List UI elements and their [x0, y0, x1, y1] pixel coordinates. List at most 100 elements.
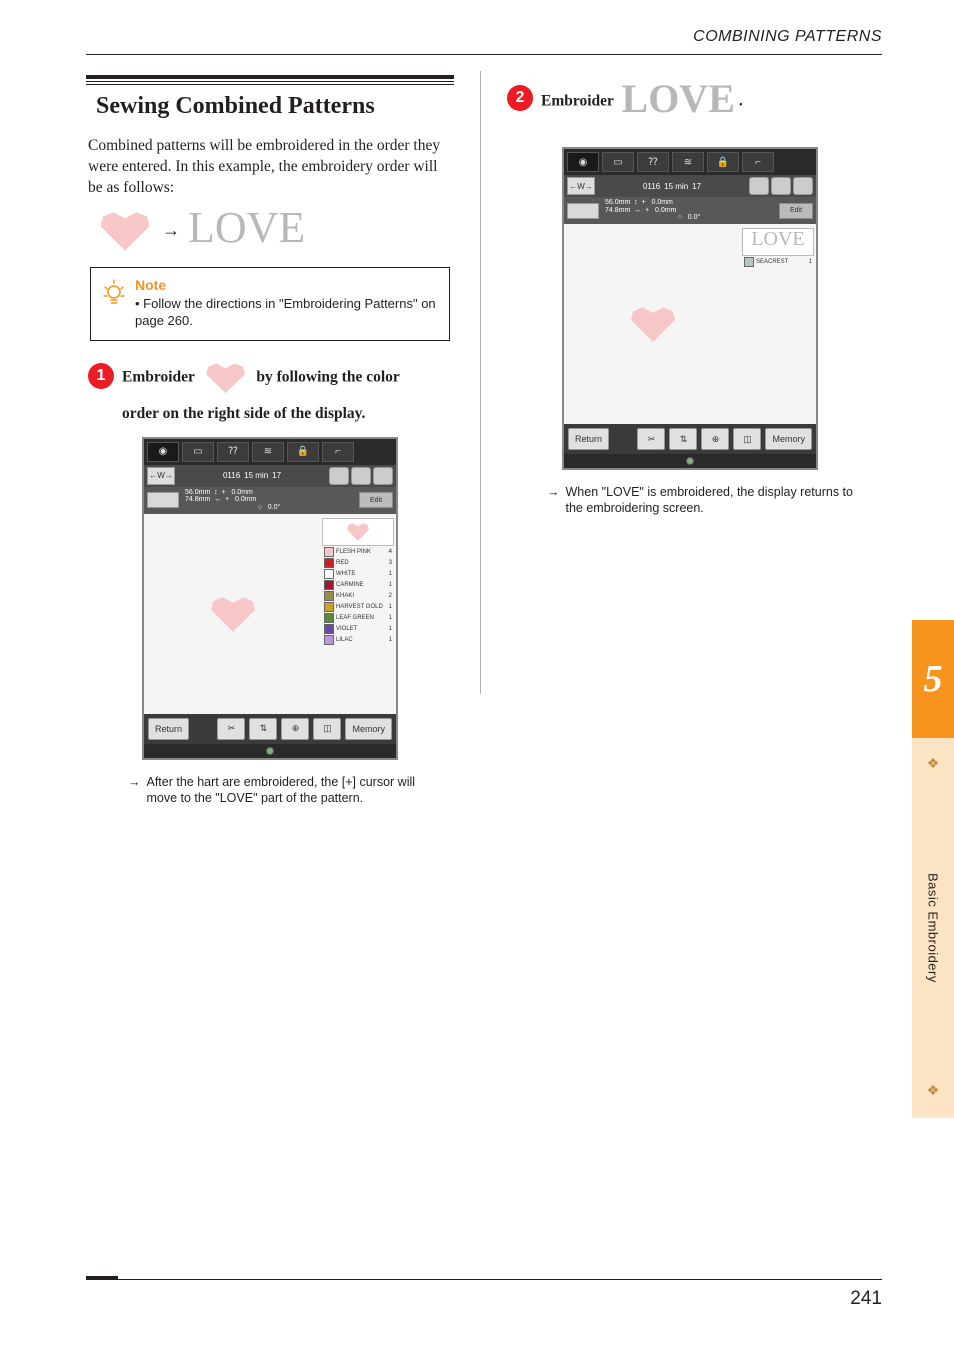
- cut-button[interactable]: ✂: [637, 428, 665, 450]
- cut-button[interactable]: ✂: [217, 718, 245, 740]
- memory-button[interactable]: Memory: [345, 718, 392, 740]
- lock-icon[interactable]: 🔒: [707, 152, 739, 172]
- step-1-line2: order on the right side of the display.: [122, 405, 454, 423]
- color-row[interactable]: HARVEST GOLD1: [322, 602, 394, 612]
- edit-button[interactable]: Edit: [779, 203, 813, 219]
- color-row[interactable]: RED3: [322, 558, 394, 568]
- step-1-badge: 1: [88, 363, 114, 389]
- plus-button[interactable]: ⊕: [701, 428, 729, 450]
- color-minutes: 1: [389, 626, 392, 632]
- width-button[interactable]: ←W→: [567, 177, 595, 195]
- lock-icon[interactable]: 🔒: [287, 442, 319, 462]
- thread-icon[interactable]: ≋: [252, 442, 284, 462]
- step-2: 2 Embroider LOVE.: [507, 83, 875, 121]
- color-row[interactable]: KHAKI2: [322, 591, 394, 601]
- return-button[interactable]: Return: [148, 718, 189, 740]
- color-row[interactable]: WHITE1: [322, 569, 394, 579]
- section-heading-block: Sewing Combined Patterns: [86, 75, 454, 130]
- opt-button-3[interactable]: [793, 177, 813, 195]
- opt-button-2[interactable]: [351, 467, 371, 485]
- color-row[interactable]: VIOLET1: [322, 624, 394, 634]
- note-body: Follow the directions in "Embroidering P…: [135, 296, 439, 330]
- arrow-icon: →: [128, 774, 141, 790]
- color-name: WHITE: [336, 571, 387, 577]
- needle-button[interactable]: ⇅: [249, 718, 277, 740]
- color-swatch: [324, 580, 334, 590]
- layout-button[interactable]: [567, 203, 599, 219]
- step-1-tail: by following the color: [256, 368, 399, 385]
- color-name: KHAKI: [336, 593, 387, 599]
- camera-icon[interactable]: ◉: [567, 152, 599, 172]
- thread-icon[interactable]: ≋: [672, 152, 704, 172]
- help-icon[interactable]: ⁇: [217, 442, 249, 462]
- color-minutes: 1: [809, 259, 812, 265]
- result-2: → When "LOVE" is embroidered, the displa…: [547, 484, 865, 517]
- step-1-lead: Embroider: [122, 368, 195, 385]
- color-name: LILAC: [336, 637, 387, 643]
- step-2-text: Embroider LOVE.: [541, 83, 743, 121]
- color-row[interactable]: FLESH PINK4: [322, 547, 394, 557]
- layout-button[interactable]: [147, 492, 179, 508]
- page-icon[interactable]: ▭: [182, 442, 214, 462]
- color-row[interactable]: SEACREST1: [742, 257, 814, 267]
- device1-bottom-bar: Return ✂ ⇅ ⊕ ◫ Memory: [144, 714, 396, 744]
- help-icon[interactable]: ⁇: [637, 152, 669, 172]
- frame-button[interactable]: ◫: [733, 428, 761, 450]
- color-name: LEAF GREEN: [336, 615, 387, 621]
- step-1-text: Embroider by following the color: [122, 361, 400, 395]
- note-content: Note Follow the directions in "Embroider…: [135, 276, 439, 330]
- opt-button-1[interactable]: [329, 467, 349, 485]
- color-minutes: 1: [389, 571, 392, 577]
- color-row[interactable]: LILAC1: [322, 635, 394, 645]
- deco-icon-top: ❖: [927, 756, 940, 773]
- chapter-label: Basic Embroidery: [926, 873, 941, 983]
- color-row[interactable]: LEAF GREEN1: [322, 613, 394, 623]
- content-columns: Sewing Combined Patterns Combined patter…: [0, 55, 954, 814]
- device2-topbar: ◉ ▭ ⁇ ≋ 🔒 ⌐: [564, 149, 816, 175]
- frame-button[interactable]: ◫: [313, 718, 341, 740]
- color-row[interactable]: CARMINE1: [322, 580, 394, 590]
- color-minutes: 1: [389, 637, 392, 643]
- device1-row3: 56.0mm ↕ + 0.0mm 74.8mm ↔ + 0.0mm ○ 0.0°…: [144, 487, 396, 514]
- opt-button-3[interactable]: [373, 467, 393, 485]
- device2-stats: 56.0mm ↕ + 0.0mm 74.8mm ↔ + 0.0mm ○ 0.0°: [605, 199, 773, 222]
- return-button[interactable]: Return: [568, 428, 609, 450]
- color-name: VIOLET: [336, 626, 387, 632]
- frame-indicator: 17: [692, 182, 701, 191]
- chapter-side-tab: 5 ❖ Basic Embroidery ❖: [912, 620, 954, 1118]
- foot-icon[interactable]: ⌐: [742, 152, 774, 172]
- color-swatch: [324, 547, 334, 557]
- opt-button-2[interactable]: [771, 177, 791, 195]
- heart-preview-icon: [627, 304, 679, 344]
- plus-button[interactable]: ⊕: [281, 718, 309, 740]
- chapter-label-block: ❖ Basic Embroidery ❖: [912, 738, 954, 1118]
- device1-canvas: FLESH PINK4RED3WHITE1CARMINE1KHAKI2HARVE…: [144, 514, 396, 714]
- color-minutes: 4: [389, 549, 392, 555]
- width-button[interactable]: ←W→: [147, 467, 175, 485]
- camera-icon[interactable]: ◉: [147, 442, 179, 462]
- opt-button-1[interactable]: [749, 177, 769, 195]
- page-icon[interactable]: ▭: [602, 152, 634, 172]
- right-column: 2 Embroider LOVE. ◉ ▭ ⁇ ≋ 🔒 ⌐ ←W→ 0116 1…: [481, 71, 875, 814]
- breadcrumb: COMBINING PATTERNS: [693, 28, 882, 45]
- device1-topbar: ◉ ▭ ⁇ ≋ 🔒 ⌐: [144, 439, 396, 465]
- love-thumb-icon: LOVE: [751, 231, 804, 253]
- memory-button[interactable]: Memory: [765, 428, 812, 450]
- color-name: HARVEST GOLD: [336, 604, 387, 610]
- device1-thumb: [322, 518, 394, 546]
- section-header: COMBINING PATTERNS: [0, 0, 954, 54]
- device2-colorlist: LOVE SEACREST1: [742, 224, 816, 424]
- home-dot-icon[interactable]: [686, 457, 694, 465]
- color-swatch: [324, 558, 334, 568]
- color-swatch: [324, 635, 334, 645]
- foot-icon[interactable]: ⌐: [322, 442, 354, 462]
- embroidery-order-row: → LOVE: [96, 209, 454, 253]
- edit-button[interactable]: Edit: [359, 492, 393, 508]
- device2-thumb: LOVE: [742, 228, 814, 256]
- device1-preview: [144, 514, 322, 714]
- heart-icon-inline: [203, 361, 249, 395]
- home-dot-icon[interactable]: [266, 747, 274, 755]
- needle-button[interactable]: ⇅: [669, 428, 697, 450]
- device-screenshot-1: ◉ ▭ ⁇ ≋ 🔒 ⌐ ←W→ 0116 15 min 17: [142, 437, 398, 760]
- note-title: Note: [135, 276, 439, 294]
